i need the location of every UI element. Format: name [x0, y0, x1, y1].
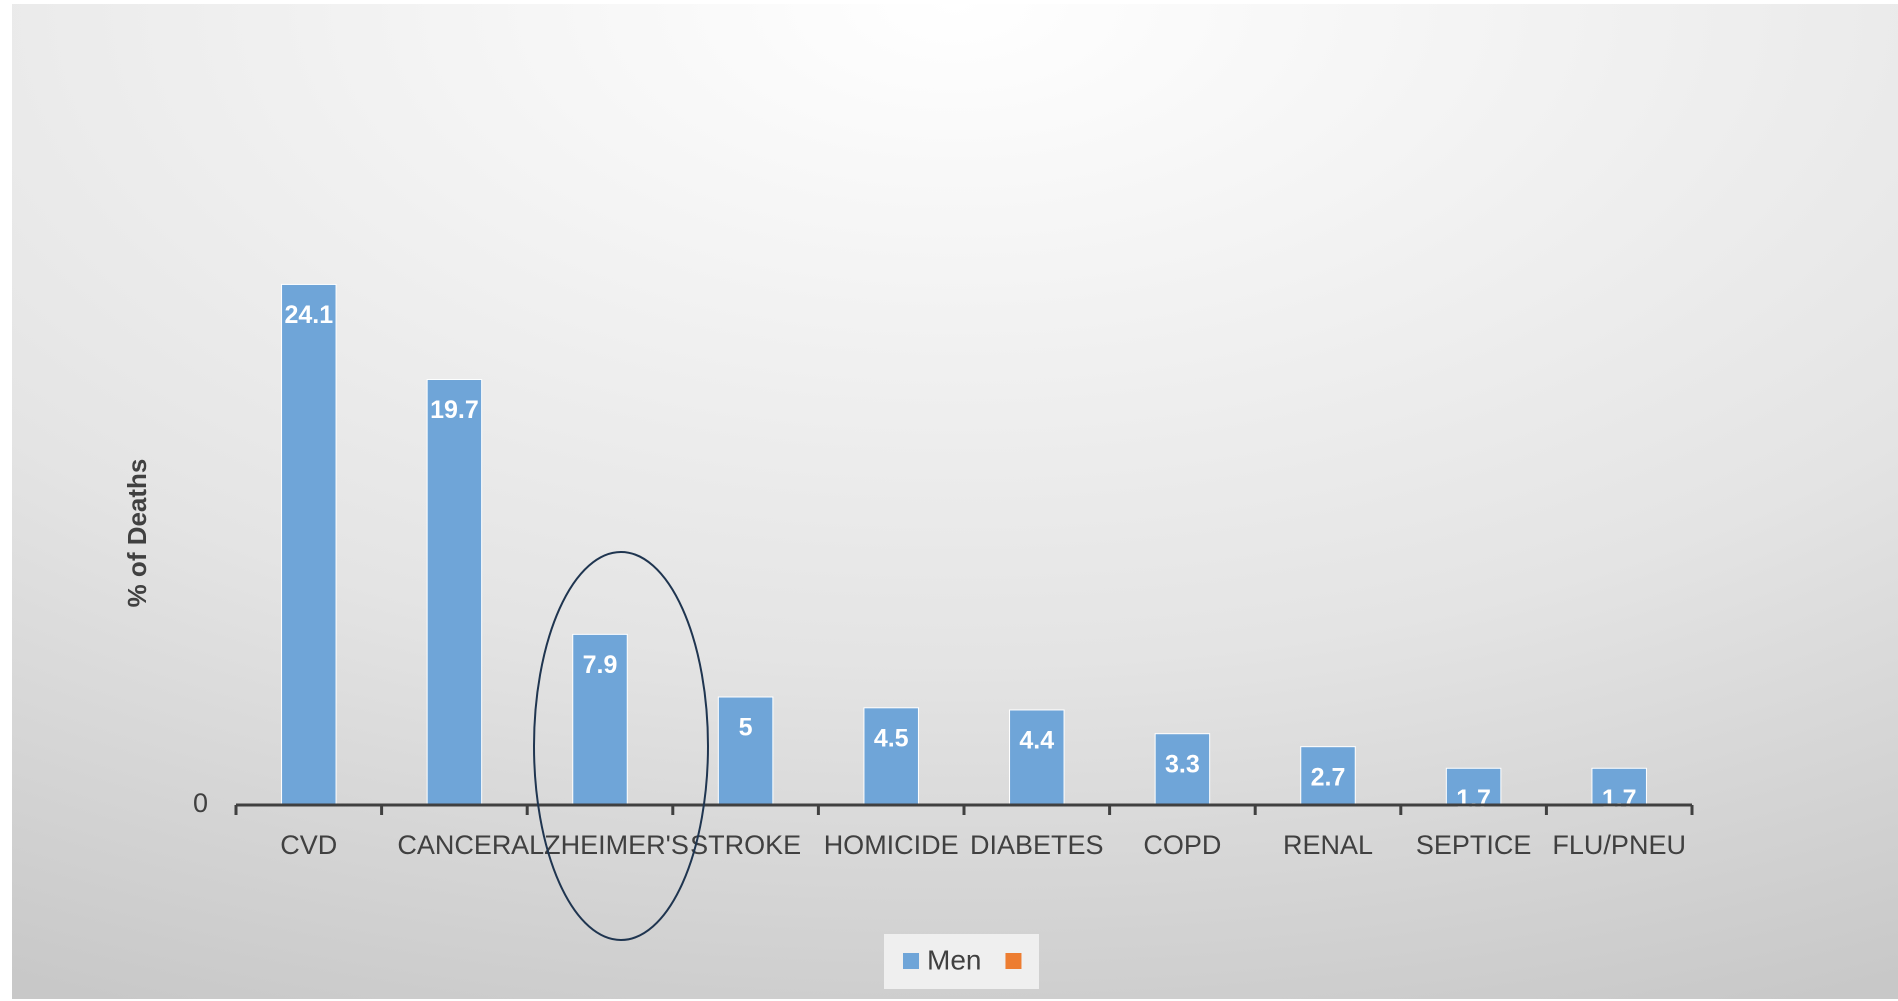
bar — [717, 696, 774, 806]
x-tick-label: ALZHEIMER'S — [511, 830, 689, 860]
data-label: 4.5 — [874, 724, 909, 752]
bar — [1154, 733, 1211, 806]
data-label: 3.3 — [1165, 750, 1200, 778]
data-label: 1.7 — [1602, 785, 1637, 813]
y-axis-title: % of Deaths — [122, 459, 152, 608]
legend-swatch — [903, 953, 919, 969]
data-label: 24.1 — [284, 301, 333, 329]
x-tick-label: FLU/PNEU — [1552, 830, 1686, 860]
highlight-ellipse — [533, 551, 709, 941]
data-label: 1.7 — [1456, 785, 1491, 813]
x-tick-label: HOMICIDE — [824, 830, 959, 860]
data-label: 5 — [739, 714, 753, 742]
x-tick-label: CANCER — [397, 830, 511, 860]
x-tick-label: SEPTICE — [1416, 830, 1532, 860]
bar — [1009, 709, 1065, 806]
legend-label: Men — [927, 944, 981, 975]
data-label: 4.4 — [1019, 727, 1054, 755]
x-tick-label: RENAL — [1283, 830, 1373, 860]
bar — [281, 283, 337, 806]
x-tick-label: STROKE — [690, 830, 801, 860]
x-tick-label: COPD — [1143, 830, 1221, 860]
bar — [1445, 767, 1502, 806]
plot: 0 24.1 19.7 7.9 5 4.5 4.4 3.3 2.7 1.7 1.7 CVD CANCER… — [193, 283, 1694, 860]
bar — [572, 633, 628, 806]
bar — [426, 378, 483, 806]
data-label: 2.7 — [1311, 763, 1346, 791]
legend-swatch — [1005, 953, 1022, 969]
bar — [863, 707, 919, 806]
data-label: 7.9 — [583, 651, 618, 679]
x-tick-label: DIABETES — [970, 830, 1104, 860]
y-tick-label: 0 — [193, 788, 208, 818]
data-label: 19.7 — [430, 396, 479, 424]
x-tick-label: CVD — [280, 830, 337, 860]
bar — [1591, 767, 1647, 806]
